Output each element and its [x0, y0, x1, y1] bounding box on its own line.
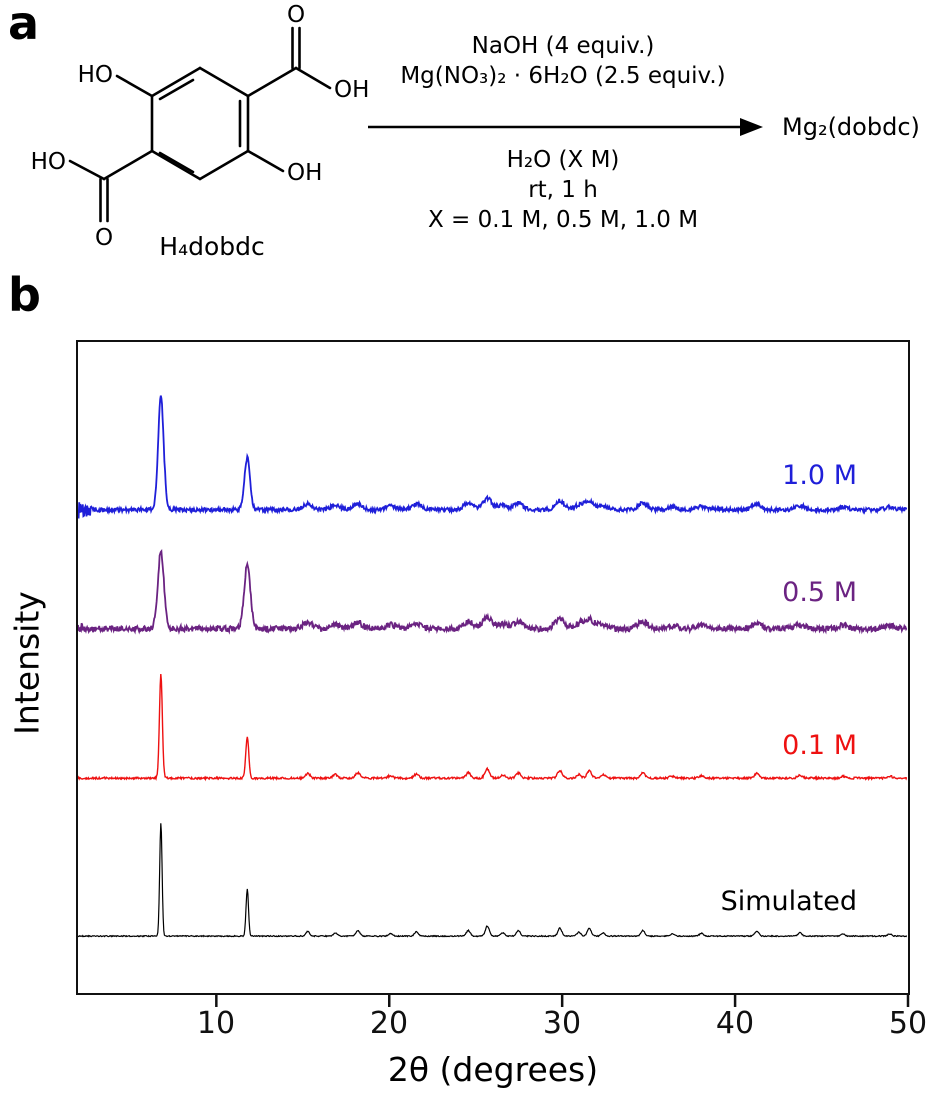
x-tick-label: 20	[369, 1006, 409, 1041]
series-labels: 1.0 M 0.5 M 0.1 M Simulated	[78, 342, 907, 992]
xrd-trace-0-1-m	[78, 674, 907, 782]
product-label: Mg₂(dobdc)	[782, 113, 920, 141]
reaction-arrow	[368, 118, 763, 136]
condition-above-1: NaOH (4 equiv.)	[471, 33, 655, 59]
series-label-0-5-m: 0.5 M	[782, 577, 857, 608]
atom-label-ho-left: HO	[31, 149, 66, 175]
series-label-1-0-m: 1.0 M	[782, 460, 857, 491]
panel-a-label: a	[8, 0, 40, 50]
series-label-0-1-m: 0.1 M	[782, 730, 857, 761]
x-tick-label: 30	[542, 1006, 582, 1041]
xrd-trace-simulated	[78, 823, 907, 938]
xrd-traces-svg	[78, 395, 907, 938]
substituent-bonds	[68, 26, 332, 223]
condition-below-2: rt, 1 h	[528, 177, 598, 203]
panel-a: a	[0, 0, 934, 280]
condition-below-1: H₂O (X M)	[506, 147, 620, 173]
y-axis-title: Intensity	[7, 591, 47, 735]
xrd-plot: 1.0 M 0.5 M 0.1 M Simulated	[76, 340, 910, 995]
panel-b-label: b	[8, 268, 41, 322]
reaction-scheme-svg: O OH HO HO O OH	[31, 2, 763, 251]
atom-label-oh-bottom: OH	[287, 160, 322, 186]
xrd-trace-0-5-m	[78, 549, 907, 635]
atom-label-ho-top: HO	[78, 62, 113, 88]
condition-above-2: Mg(NO₃)₂ · 6H₂O (2.5 equiv.)	[400, 63, 726, 89]
series-label-simulated: Simulated	[720, 886, 857, 917]
benzene-ring	[150, 66, 250, 181]
atom-label-o-bottom: O	[95, 225, 113, 251]
x-tick-label: 10	[196, 1006, 236, 1041]
x-tick-label: 40	[715, 1006, 755, 1041]
condition-below-3: X = 0.1 M, 0.5 M, 1.0 M	[427, 207, 699, 233]
x-axis-title: 2θ (degrees)	[387, 1050, 599, 1089]
x-axis-tick-labels: 10 20 30 40 50	[78, 1006, 927, 1044]
molecule-caption: H₄dobdc	[159, 232, 265, 261]
xrd-trace-1-0-m	[78, 395, 907, 519]
panel-b: b	[0, 270, 934, 1115]
x-axis-ticks	[215, 995, 910, 1007]
x-tick-label: 50	[888, 1006, 928, 1041]
atom-label-oh-top: OH	[334, 77, 369, 103]
atom-label-o-top: O	[287, 2, 305, 28]
